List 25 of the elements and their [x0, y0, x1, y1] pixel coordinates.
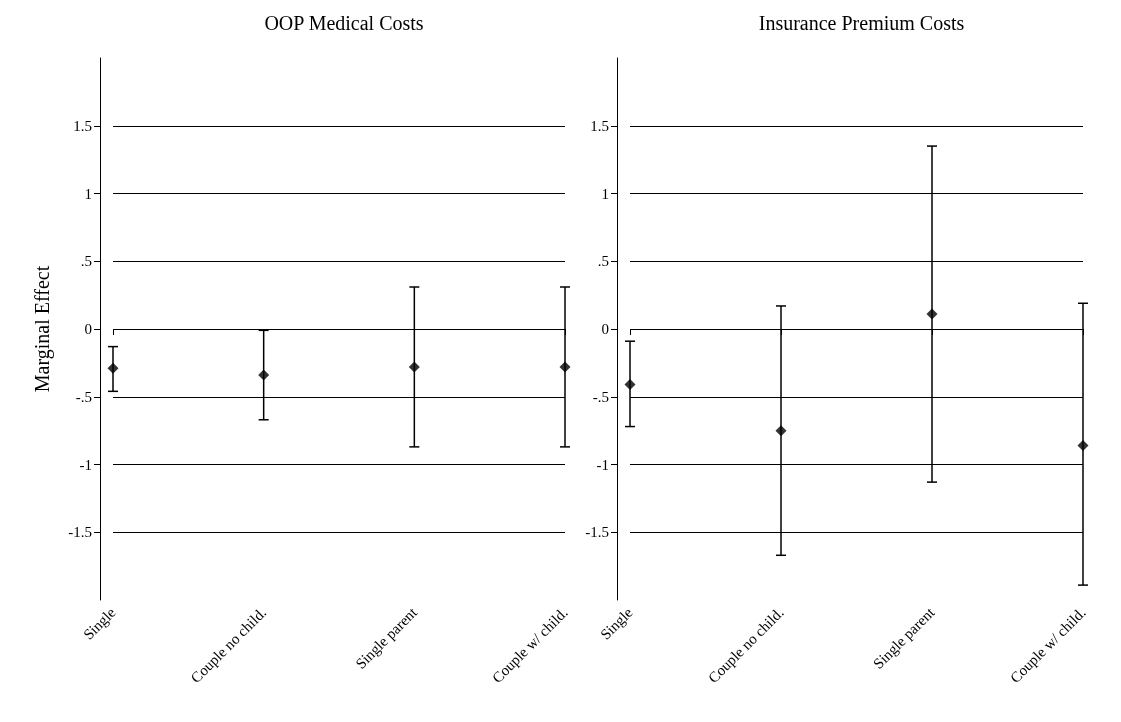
y-tick-label: .5 — [80, 253, 92, 270]
y-tick-label: -1 — [596, 456, 609, 473]
y-tick-label: 0 — [601, 321, 609, 337]
y-tick-label: -1 — [79, 456, 92, 473]
point — [926, 308, 938, 320]
point — [1077, 440, 1089, 452]
point — [258, 369, 270, 381]
point — [107, 362, 119, 374]
y-tick-label: -.5 — [592, 388, 609, 405]
y-axis-title: Marginal Effect — [31, 265, 54, 393]
y-tick-label: 1 — [84, 185, 92, 202]
y-tick-label: 1 — [601, 185, 609, 202]
y-tick-label: 0 — [84, 321, 92, 337]
chart-title: Insurance Premium Costs — [758, 12, 965, 34]
point — [624, 379, 636, 391]
point — [408, 361, 420, 373]
y-tick-label: -1.5 — [68, 524, 92, 541]
chart-title: OOP Medical Costs — [264, 12, 424, 34]
y-tick-label: -1.5 — [585, 524, 609, 541]
y-tick-label: -.5 — [75, 388, 92, 405]
y-tick-label: 1.5 — [590, 117, 609, 134]
point — [559, 361, 571, 373]
y-tick-label: .5 — [597, 253, 609, 270]
point — [775, 425, 787, 437]
y-tick-label: 1.5 — [73, 117, 92, 134]
